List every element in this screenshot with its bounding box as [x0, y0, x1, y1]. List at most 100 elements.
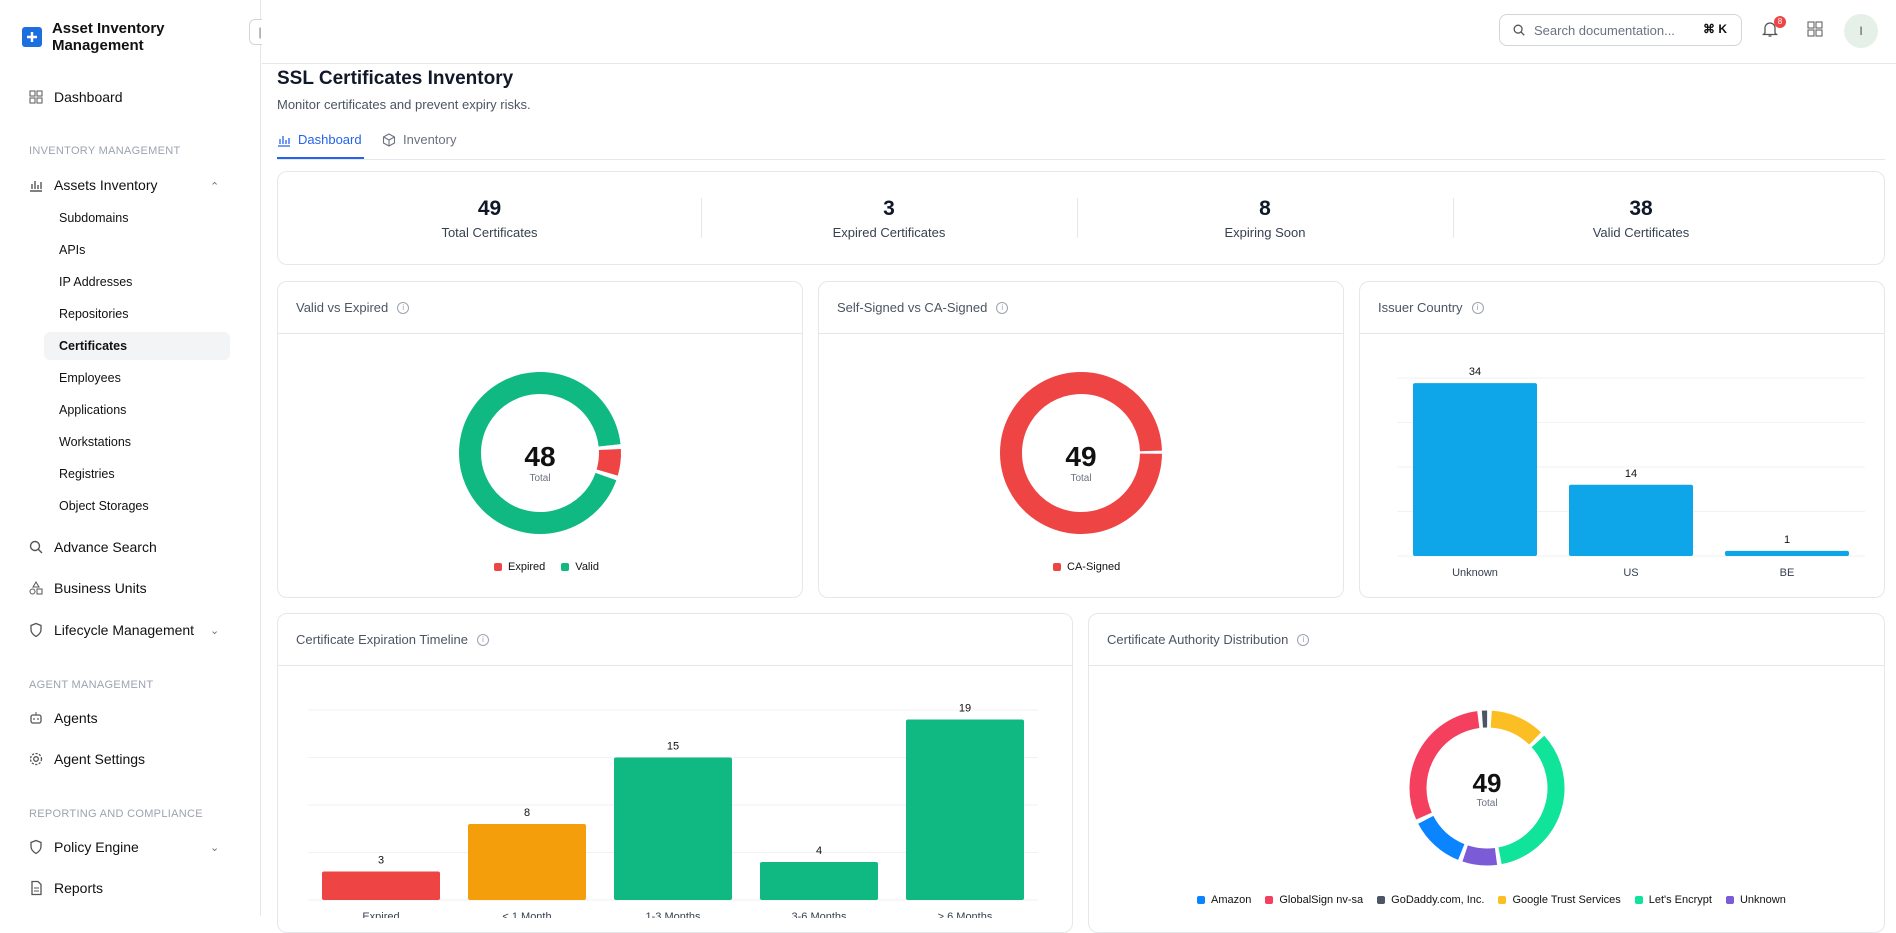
info-icon[interactable]: i: [1472, 302, 1484, 314]
apps-grid-icon[interactable]: [1807, 21, 1823, 37]
sidebar-item-ip-addresses[interactable]: IP Addresses: [44, 268, 230, 296]
donut-slice-globalsign-nv-sa[interactable]: [1418, 720, 1478, 817]
nav-policy-engine[interactable]: Policy Engine: [28, 839, 139, 855]
legend-label: Amazon: [1211, 894, 1251, 906]
bar-be[interactable]: [1725, 551, 1849, 556]
nav-assets-inventory[interactable]: Assets Inventory: [28, 177, 158, 193]
app-title: Asset Inventory Management: [52, 20, 260, 54]
search-placeholder: Search documentation...: [1534, 23, 1675, 38]
nav-policy-engine-label: Policy Engine: [54, 839, 139, 855]
card-header: Self-Signed vs CA-Signed i: [819, 282, 1343, 334]
brand[interactable]: Asset Inventory Management: [22, 20, 260, 54]
chart-icon: [28, 177, 44, 193]
bar--1-month[interactable]: [468, 824, 586, 900]
search-input[interactable]: Search documentation... ⌘ K: [1499, 14, 1742, 46]
donut-slice-unknown[interactable]: [1465, 853, 1496, 857]
nav-reports[interactable]: Reports: [28, 880, 103, 896]
card-title: Self-Signed vs CA-Signed: [837, 300, 987, 315]
x-tick-label: 3-6 Months: [791, 911, 847, 918]
nav-dashboard[interactable]: Dashboard: [28, 89, 123, 105]
section-inventory: INVENTORY MANAGEMENT: [29, 145, 180, 157]
tab-dashboard[interactable]: Dashboard: [277, 132, 362, 147]
nav-agent-settings-label: Agent Settings: [54, 751, 145, 767]
legend-item-globalsign-nv-sa[interactable]: GlobalSign nv-sa: [1265, 894, 1363, 906]
info-icon[interactable]: i: [1297, 634, 1309, 646]
chevron-up-icon[interactable]: ⌃: [210, 180, 219, 193]
box-icon: [382, 133, 396, 147]
bar-us[interactable]: [1569, 485, 1693, 556]
bar-value-label: 19: [959, 703, 971, 715]
nav-business-units[interactable]: Business Units: [28, 580, 147, 596]
shield-icon: [28, 622, 44, 638]
info-icon[interactable]: i: [477, 634, 489, 646]
stat-value: 49: [478, 197, 501, 221]
card-header: Certificate Expiration Timeline i: [278, 614, 1072, 666]
legend-swatch: [1498, 896, 1506, 904]
bar-chart-icon: [277, 133, 291, 147]
stat-label: Expired Certificates: [833, 225, 946, 240]
legend-item-ca-signed[interactable]: CA-Signed: [1053, 561, 1120, 573]
legend-swatch: [1197, 896, 1205, 904]
donut-total: 49: [1473, 768, 1502, 798]
legend-item-valid[interactable]: Valid: [561, 561, 599, 573]
chevron-down-icon[interactable]: ⌄: [210, 841, 219, 854]
legend-swatch: [494, 563, 502, 571]
legend-item-godaddy-com-inc-[interactable]: GoDaddy.com, Inc.: [1377, 894, 1484, 906]
ca-legend: Amazon GlobalSign nv-sa GoDaddy.com, Inc. G…: [1197, 894, 1786, 906]
donut-total-label: Total: [529, 473, 550, 484]
legend-label: CA-Signed: [1067, 561, 1120, 573]
sidebar-item-registries[interactable]: Registries: [44, 460, 230, 488]
avatar[interactable]: I: [1844, 14, 1878, 48]
sidebar-item-repositories[interactable]: Repositories: [44, 300, 230, 328]
bar-unknown[interactable]: [1413, 383, 1537, 556]
nav-advance-search[interactable]: Advance Search: [28, 539, 157, 555]
sidebar-item-applications[interactable]: Applications: [44, 396, 230, 424]
sidebar-item-object-storages[interactable]: Object Storages: [44, 492, 230, 520]
x-tick-label: < 1 Month: [502, 911, 551, 918]
legend-item-unknown[interactable]: Unknown: [1726, 894, 1786, 906]
nav-agents-label: Agents: [54, 710, 98, 726]
bar-3-6-months[interactable]: [760, 862, 878, 900]
stat-value: 38: [1629, 197, 1652, 221]
nav-dashboard-label: Dashboard: [54, 89, 123, 105]
stat-label: Total Certificates: [441, 225, 537, 240]
stat-total: 49 Total Certificates: [278, 172, 701, 264]
ca-distribution-card: Certificate Authority Distribution i 49 …: [1088, 613, 1885, 933]
legend-swatch: [1377, 896, 1385, 904]
bar--6-months[interactable]: [906, 720, 1024, 901]
bar-value-label: 4: [816, 845, 822, 857]
donut-slice-amazon[interactable]: [1426, 820, 1461, 852]
sidebar-item-apis[interactable]: APIs: [44, 236, 230, 264]
legend-swatch: [1265, 896, 1273, 904]
legend-item-expired[interactable]: Expired: [494, 561, 545, 573]
chevron-down-icon[interactable]: ⌄: [210, 624, 219, 637]
donut-slice-google-trust-services[interactable]: [1491, 719, 1535, 738]
sidebar-item-workstations[interactable]: Workstations: [44, 428, 230, 456]
legend-item-amazon[interactable]: Amazon: [1197, 894, 1251, 906]
nav-agents[interactable]: Agents: [28, 710, 98, 726]
sidebar-item-subdomains[interactable]: Subdomains: [44, 204, 230, 232]
bar-expired[interactable]: [322, 872, 440, 901]
donut-slice-expired[interactable]: [607, 450, 610, 473]
donut-slice-let-s-encrypt[interactable]: [1500, 741, 1556, 855]
nav-lifecycle-management[interactable]: Lifecycle Management: [28, 622, 194, 638]
legend-item-let-s-encrypt[interactable]: Let's Encrypt: [1635, 894, 1712, 906]
sidebar-item-certificates[interactable]: Certificates: [44, 332, 230, 360]
tab-inventory[interactable]: Inventory: [382, 132, 456, 147]
info-icon[interactable]: i: [397, 302, 409, 314]
bar-value-label: 34: [1469, 366, 1481, 378]
nav-agent-settings[interactable]: Agent Settings: [28, 751, 145, 767]
stat-label: Valid Certificates: [1593, 225, 1690, 240]
search-icon: [1512, 23, 1526, 37]
card-title: Issuer Country: [1378, 300, 1463, 315]
sidebar-item-employees[interactable]: Employees: [44, 364, 230, 392]
bar-value-label: 15: [667, 741, 679, 753]
info-icon[interactable]: i: [996, 302, 1008, 314]
legend-item-google-trust-services[interactable]: Google Trust Services: [1498, 894, 1620, 906]
stat-label: Expiring Soon: [1225, 225, 1306, 240]
bar-1-3-months[interactable]: [614, 758, 732, 901]
card-header: Issuer Country i: [1360, 282, 1884, 334]
